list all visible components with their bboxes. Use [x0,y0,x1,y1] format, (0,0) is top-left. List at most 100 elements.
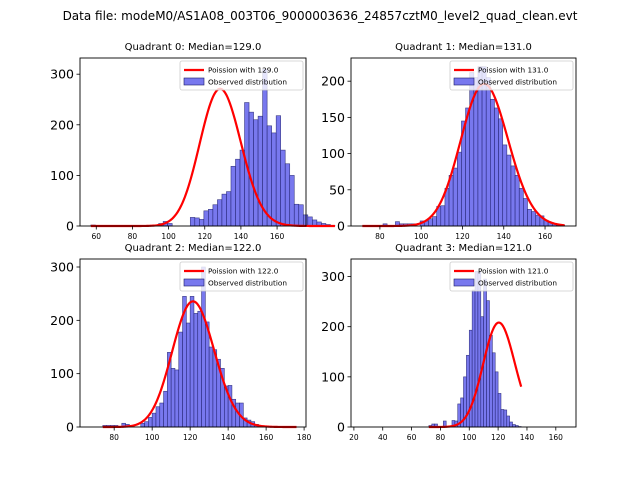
histogram-bar [284,163,291,227]
histogram-bar [302,214,309,227]
histogram-bar [189,296,195,428]
histogram-bar [494,371,499,428]
x-tick-label: 60 [407,433,417,442]
x-tick-label: 40 [378,433,388,442]
y-tick-label: 200 [50,117,74,132]
x-tick-label: 180 [297,433,312,442]
histogram-bar [186,322,191,428]
x-tick-label: 100 [414,232,429,241]
x-tick-label: 120 [183,433,198,442]
histogram-bars [90,68,336,227]
histogram-bar [266,125,272,227]
figure-title: Data file: modeM0/AS1A08_003T06_90000036… [63,9,578,23]
x-tick-label: 160 [549,433,564,442]
histogram-bar [148,417,153,428]
axes-frame [79,258,307,428]
histogram-bar [492,352,496,428]
histogram-bar [170,368,176,428]
axes-frame [350,258,577,428]
histogram-bar [490,98,495,227]
legend-label-observed: Observed distribution [208,279,287,288]
histogram-bar [489,334,493,428]
legend-label-poisson: Poission with 122.0 [208,267,279,276]
histogram-bar [203,210,209,227]
panel-quadrant-1: Quadrant 1: Median=131.0 0 50 100 150 200 80 10… [321,42,577,241]
histogram-bar [457,151,462,227]
histogram-bar [239,149,245,227]
x-tick-label: 60 [91,232,101,241]
histogram-bar [174,369,180,428]
y-tick-label: 100 [50,366,74,381]
x-tick-label: 140 [221,433,236,442]
x-tick-label: 80 [109,433,119,442]
legend-box [179,261,304,292]
histogram-bar [208,346,214,428]
histogram-bar [194,217,200,227]
legend: Poission with 122.0 Observed distribution [179,261,304,292]
histogram-bar [523,198,528,227]
legend-bar-swatch [183,77,205,86]
y-tick-label: 300 [50,260,74,275]
histogram-bar [193,313,199,428]
panel-quadrant-0: Quadrant 0: Median=129.0 0 100 200 300 60 80 10… [50,42,336,241]
legend-box [449,60,574,91]
y-tick-label: 200 [321,74,345,89]
histogram-bar [500,409,505,428]
histogram-bar [477,271,482,428]
histogram-bar [432,216,437,227]
legend-box [179,60,304,91]
histogram-bar [163,390,168,428]
panel-title: Quadrant 2: Median=122.0 [125,243,262,254]
histogram-bar [151,412,157,428]
histogram-bar [253,119,259,227]
histogram-bar [217,199,223,227]
x-tick-label: 120 [198,232,213,241]
histogram-bar [535,214,541,227]
histogram-bar [474,271,479,428]
legend-label-poisson: Poission with 129.0 [208,66,279,75]
histogram-bar [212,204,218,227]
y-tick-label: 100 [50,168,74,183]
legend-box [449,261,574,292]
histogram-bar [473,77,479,227]
legend-label-observed: Observed distribution [208,78,287,87]
histogram-bar [471,289,476,428]
legend-bar-swatch [453,77,475,86]
x-tick-label: 120 [491,433,506,442]
histogram-bar [189,217,196,227]
histogram-bar [497,393,502,428]
y-tick-label: 100 [321,146,345,161]
x-tick-label: 140 [234,232,249,241]
histogram-bar [486,300,490,428]
histogram-bar [227,385,233,428]
histogram-bar [428,218,433,227]
histogram-bar [527,209,532,227]
axes-frame [79,57,307,227]
histogram-bar [197,310,202,428]
histogram-bar [469,72,475,227]
histogram-bar [440,205,446,227]
y-tick-label: 0 [337,420,345,435]
histogram-bar [518,188,524,227]
histogram-bar [481,66,487,227]
histogram-bar [280,149,286,227]
histogram-bar [465,107,470,227]
x-tick-label: 80 [375,232,385,241]
legend: Poission with 121.0 Observed distribution [449,261,574,292]
histogram-bar [235,158,241,227]
histogram-bar [485,77,491,227]
histogram-bar [178,331,183,428]
legend-label-observed: Observed distribution [478,279,557,288]
histogram-bar [509,421,513,428]
histogram-bar [498,118,504,227]
histogram-bar [230,165,236,227]
x-tick-label: 160 [259,433,274,442]
legend-label-poisson: Poission with 131.0 [478,66,549,75]
y-tick-label: 0 [66,219,74,234]
histogram-bar [248,111,254,227]
histogram-bar [205,321,210,428]
histogram-bar [140,422,145,428]
histogram-bar [448,175,454,227]
y-tick-label: 0 [337,219,345,234]
